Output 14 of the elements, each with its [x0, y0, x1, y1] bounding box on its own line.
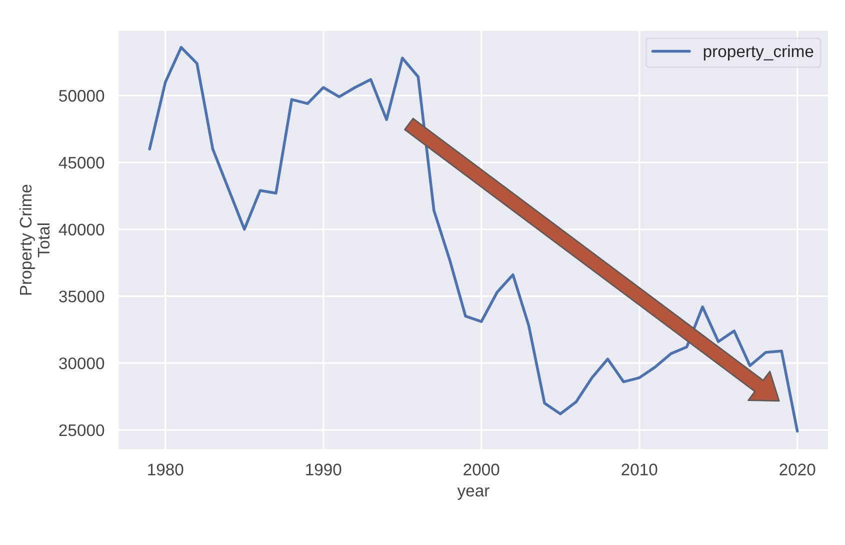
x-axis-title: year — [457, 487, 490, 500]
legend-label: property_crime — [704, 44, 814, 61]
y-tick-label: 40000 — [58, 224, 104, 236]
y-axis-title: Property Crime Total — [19, 184, 50, 295]
y-tick-label: 30000 — [59, 357, 104, 370]
x-tick-label: 2010 — [622, 464, 658, 476]
y-tick-label: 35000 — [59, 290, 104, 302]
y-tick-label: 45000 — [58, 156, 104, 169]
x-tick-label: 1990 — [306, 464, 342, 476]
x-tick-label: 1980 — [148, 464, 184, 476]
y-tick-label: 50000 — [59, 90, 104, 102]
y-tick-label: 25000 — [59, 424, 104, 436]
x-tick-label: 2000 — [464, 464, 500, 476]
x-tick-label: 2020 — [780, 464, 816, 476]
